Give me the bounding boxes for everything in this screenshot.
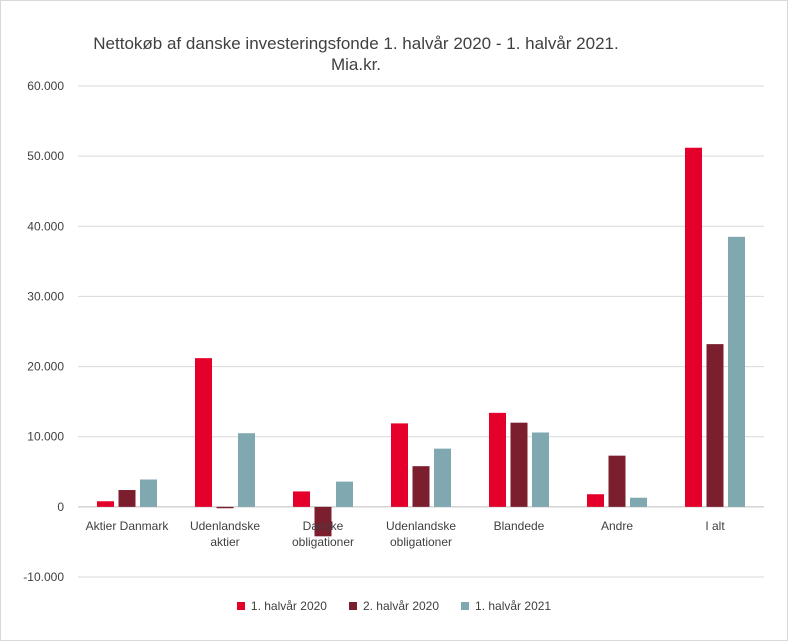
x-category-label: Udenlandske — [386, 519, 456, 533]
x-axis-labels: Aktier Danmark Udenlandske aktier Danske obl… — [86, 519, 726, 549]
bar — [434, 448, 451, 507]
bar — [489, 412, 506, 507]
x-category-label: Andre — [601, 519, 633, 533]
chart-title: Nettokøb af danske investeringsfonde 1. … — [93, 34, 619, 53]
y-tick-label: 50.000 — [27, 149, 64, 163]
y-tick-label: 20.000 — [27, 360, 64, 374]
bar — [216, 506, 234, 509]
bar — [728, 236, 745, 507]
bar — [510, 422, 528, 507]
bars — [97, 147, 745, 537]
x-category-label: Blandede — [494, 519, 545, 533]
y-tick-label: 60.000 — [27, 79, 64, 93]
bar — [293, 491, 310, 507]
bar — [630, 497, 647, 507]
legend-swatch — [461, 602, 470, 610]
bar — [314, 506, 332, 537]
legend-swatch — [348, 602, 357, 610]
chart-subtitle: Mia.kr. — [330, 55, 382, 74]
bar — [391, 423, 408, 507]
x-category-label: obligationer — [390, 535, 452, 549]
legend-item: 2. halvår 2020 — [348, 599, 440, 613]
y-tick-label: 30.000 — [27, 289, 64, 303]
x-category-label: Danske — [303, 519, 344, 533]
bar — [238, 433, 255, 507]
bar — [336, 481, 353, 507]
legend-swatch — [236, 602, 245, 610]
x-category-label: obligationer — [292, 535, 354, 549]
x-category-label: aktier — [210, 535, 239, 549]
y-tick-label: 0 — [57, 500, 64, 514]
bar — [97, 501, 114, 507]
gridlines — [78, 85, 764, 578]
bar — [140, 479, 157, 507]
bar — [685, 147, 702, 507]
x-category-label: Udenlandske — [190, 519, 260, 533]
x-category-label: I alt — [705, 519, 725, 533]
x-category-label: Aktier Danmark — [86, 519, 170, 533]
legend-label: 2. halvår 2020 — [362, 599, 440, 613]
y-tick-label: -10.000 — [23, 570, 64, 584]
legend-item: 1. halvår 2021 — [461, 599, 551, 613]
bar — [587, 494, 604, 507]
legend: 1. halvår 2020 2. halvår 2020 1. halvår 20… — [0, 599, 788, 613]
bar — [118, 490, 136, 507]
bar — [195, 358, 212, 507]
legend-label: 1. halvår 2020 — [250, 599, 327, 613]
bar — [532, 432, 549, 507]
y-axis-ticks: 60.000 50.000 40.000 30.000 20.000 10.000 0 -10… — [23, 79, 64, 584]
legend-label: 1. halvår 2021 — [475, 599, 552, 613]
y-tick-label: 40.000 — [27, 219, 64, 233]
bar — [706, 344, 724, 507]
y-tick-label: 10.000 — [27, 430, 64, 444]
bar — [412, 466, 430, 507]
legend-item: 1. halvår 2020 — [236, 599, 327, 613]
bar — [608, 455, 626, 507]
